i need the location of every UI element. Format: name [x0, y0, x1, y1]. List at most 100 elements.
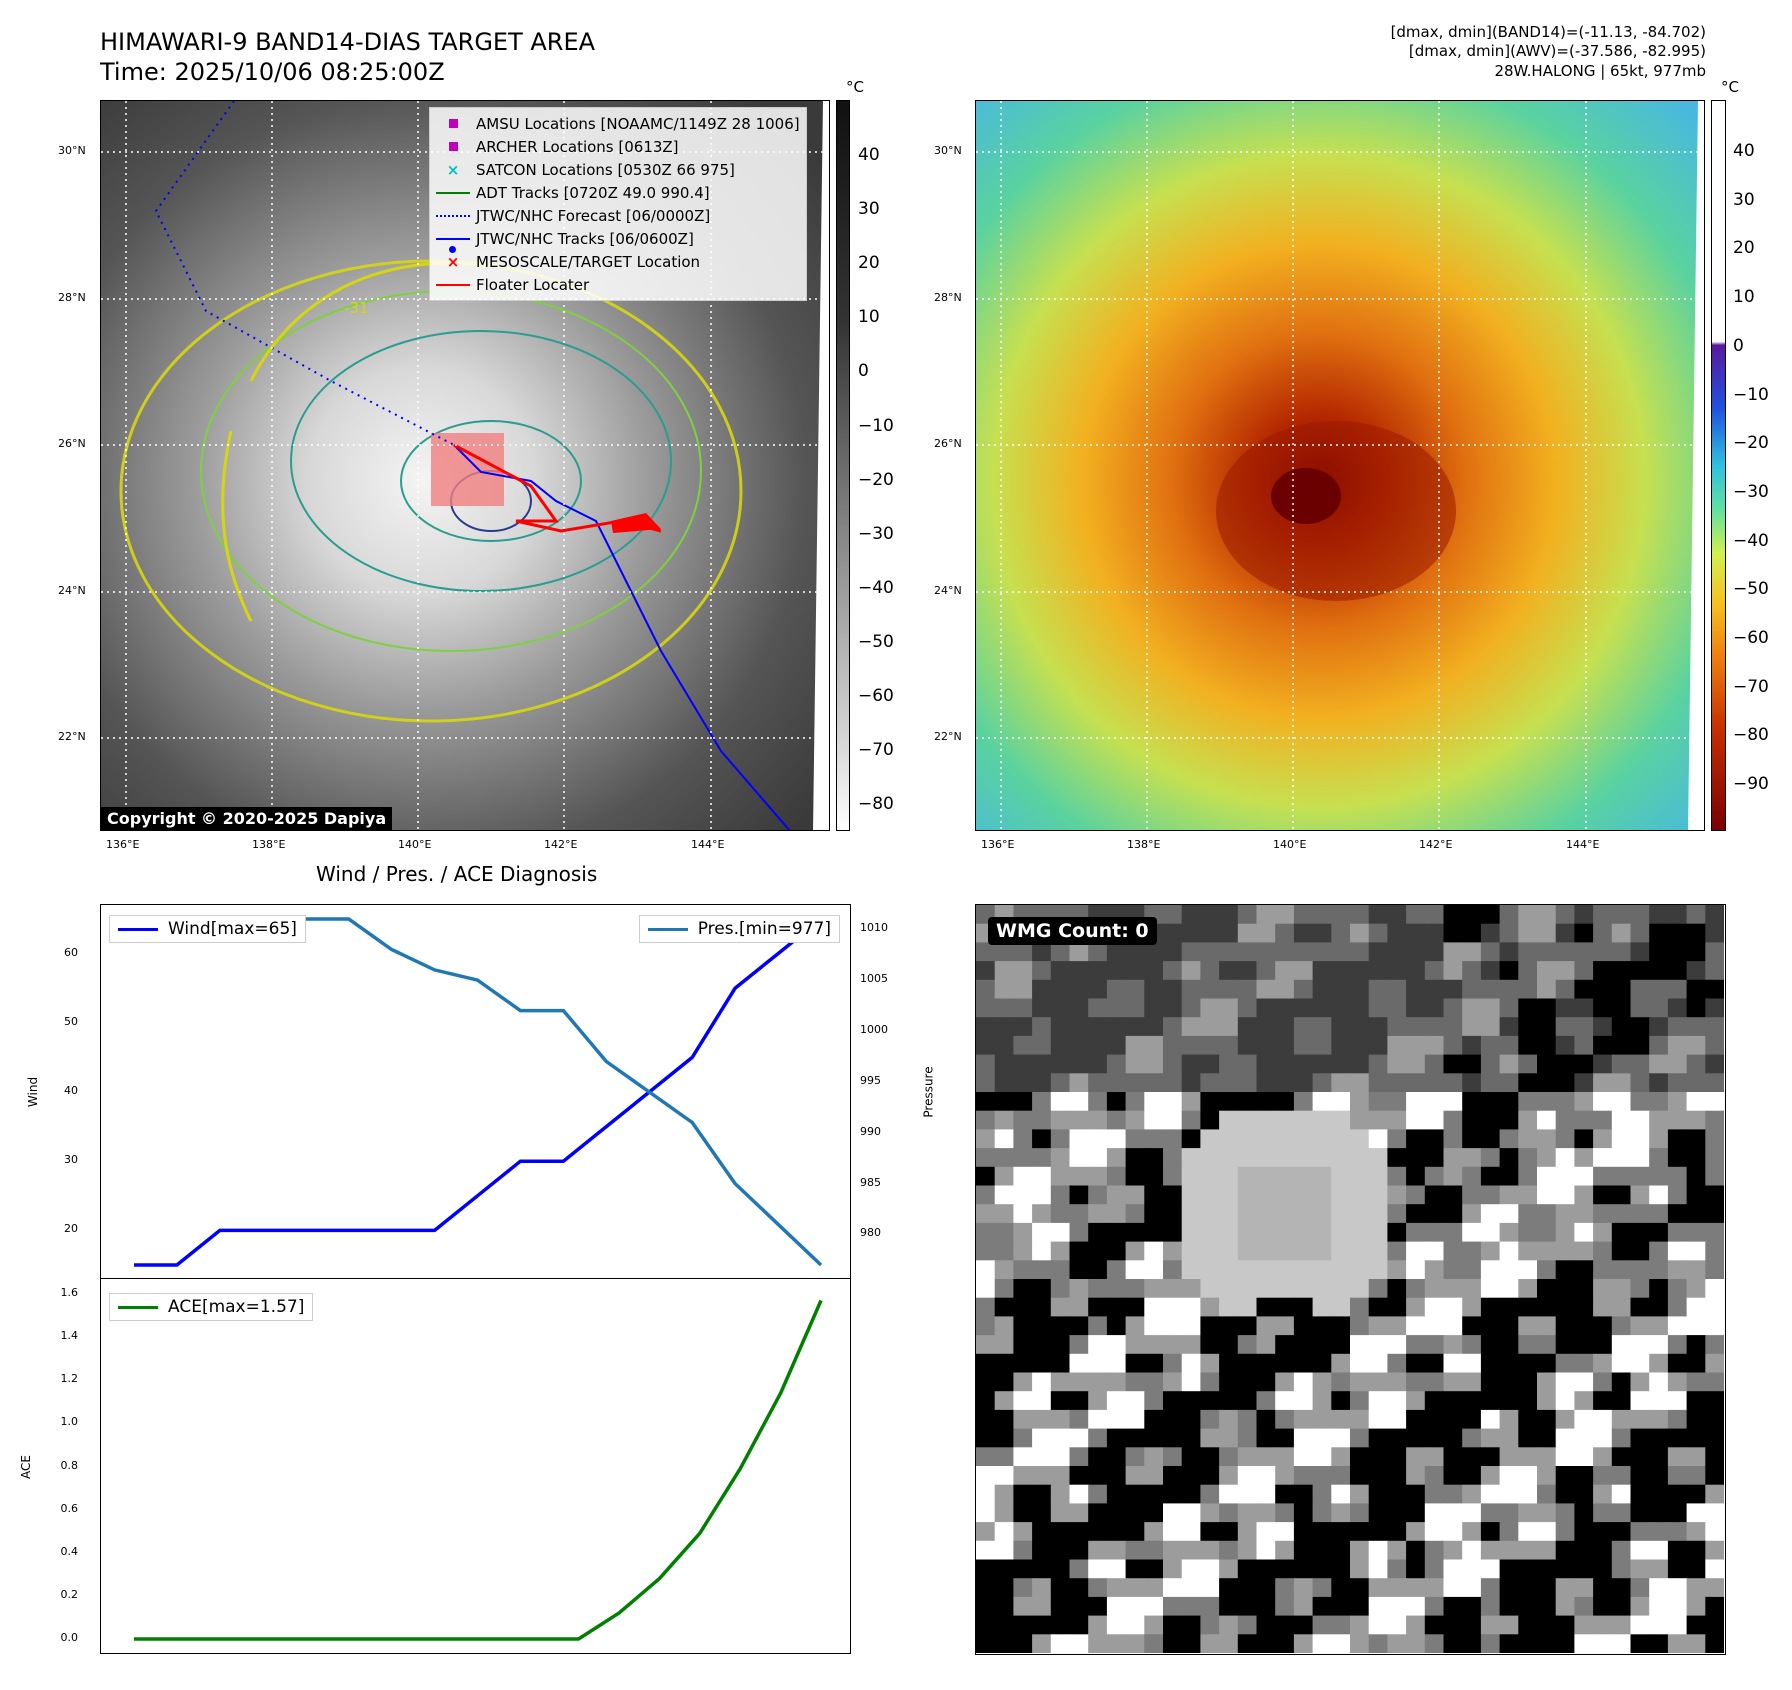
- wind-legend: Wind[max=65]: [109, 915, 306, 943]
- colorbar-left-tick: 40: [858, 145, 880, 165]
- pressure-axis-tick: 980: [860, 1226, 881, 1240]
- ace-axis-tick: 1.0: [60, 1415, 79, 1429]
- awv-lat-label-26: 26°N: [934, 437, 962, 450]
- lon-label-140: 140°E: [398, 838, 432, 851]
- colorbar-right-unit: °C: [1721, 78, 1739, 96]
- lon-label-144: 144°E: [691, 838, 725, 851]
- colorbar-right-tick: 30: [1733, 189, 1755, 210]
- colorbar-left-tick: 20: [858, 253, 880, 274]
- colorbar-left-tick: −50: [858, 631, 894, 652]
- awv-map-image: [976, 101, 1704, 830]
- colorbar-right-tick: −80: [1733, 725, 1769, 746]
- ace-chart: ACE[max=1.57]: [100, 1278, 851, 1654]
- wind-axis-tick: 30: [64, 1153, 78, 1167]
- legend-item-forecast: JTWC/NHC Forecast [06/0000Z]: [436, 204, 800, 227]
- info-line2: [dmax, dmin](AWV)=(-37.586, -82.995): [1408, 42, 1706, 60]
- legend-item-satcon: × SATCON Locations [0530Z 66 975]: [446, 160, 735, 179]
- colorbar-left-tick: −70: [858, 740, 894, 761]
- figure-title-line1: HIMAWARI-9 BAND14-DIAS TARGET AREA: [100, 28, 596, 56]
- info-line1: [dmax, dmin](BAND14)=(-11.13, -84.702): [1390, 23, 1706, 41]
- ace-axis-tick: 0.0: [60, 1631, 79, 1644]
- colorbar-left-tick: −80: [858, 794, 894, 815]
- colorbar-left-tick: 0: [858, 361, 869, 382]
- awv-lon-label-136: 136°E: [981, 838, 1015, 851]
- colorbar-right-tick: −10: [1733, 384, 1769, 405]
- ace-axis-label: ACE: [18, 1455, 33, 1479]
- colorbar-left-tick: −60: [858, 686, 894, 706]
- colorbar-right-tick: 40: [1733, 141, 1755, 161]
- ace-axis-tick: 0.4: [60, 1544, 79, 1558]
- lon-label-142: 142°E: [544, 838, 578, 851]
- figure-title-line2: Time: 2025/10/06 08:25:00Z: [100, 58, 445, 86]
- colorbar-left-tick: 10: [858, 307, 880, 328]
- pressure-series-line: [134, 917, 823, 1267]
- wind-axis-tick: 50: [64, 1014, 78, 1028]
- ace-legend: ACE[max=1.57]: [109, 1293, 314, 1321]
- pressure-axis-tick: 985: [860, 1175, 881, 1189]
- ace-series-line: [134, 1299, 823, 1641]
- legend-item-adt: ADT Tracks [0720Z 49.0 990.4]: [436, 181, 800, 204]
- awv-lon-label-140: 140°E: [1273, 838, 1307, 851]
- info-line3: 28W.HALONG | 65kt, 977mb: [1494, 62, 1706, 80]
- colorbar-left-tick: −10: [858, 415, 894, 436]
- pressure-axis-tick: 990: [860, 1124, 881, 1138]
- awv-lon-label-144: 144°E: [1566, 838, 1600, 851]
- colorbar-right-tick: −30: [1733, 481, 1769, 502]
- pressure-axis-tick: 995: [860, 1073, 881, 1087]
- awv-map-panel: [975, 100, 1705, 831]
- ace-plot: [134, 1299, 823, 1641]
- wind-axis-label: Wind: [26, 1076, 41, 1108]
- awv-lat-label-30: 30°N: [934, 144, 962, 157]
- colorbar-right-tick: 0: [1733, 335, 1744, 356]
- colorbar-left-tick: −30: [858, 523, 894, 544]
- colorbar-right-tick: −60: [1733, 628, 1769, 648]
- colorbar-left-tick: 30: [858, 199, 880, 220]
- colorbar-left-unit: °C: [846, 78, 864, 96]
- legend-item-archer: ARCHER Locations [0613Z]: [436, 135, 800, 158]
- ace-axis-tick: 1.6: [60, 1286, 79, 1299]
- awv-lon-label-138: 138°E: [1127, 838, 1161, 851]
- pressure-axis-tick: 1005: [860, 972, 888, 986]
- colorbar-right-tick: −70: [1733, 676, 1769, 697]
- colorbar-left-tick: −20: [858, 469, 894, 490]
- ir-map-panel: -31 AMSU Locations [NOAAMC/1149Z 28 1006…: [100, 100, 830, 831]
- lat-label-26: 26°N: [58, 437, 86, 450]
- colorbar-right-tick: 20: [1733, 238, 1755, 259]
- lon-label-138: 138°E: [252, 838, 286, 851]
- colorbar-left: [836, 100, 850, 831]
- awv-lat-label-24: 24°N: [934, 584, 962, 597]
- pressure-axis-tick: 1010: [860, 921, 888, 935]
- pressure-axis-label: Pressure: [921, 1066, 936, 1118]
- wmg-panel: WMG Count: 0: [975, 904, 1726, 1655]
- copyright-badge: Copyright © 2020-2025 Dapiya: [101, 807, 393, 830]
- wind-pres-chart: Wind[max=65] Pres.[min=977]: [100, 904, 851, 1279]
- legend-item-mesoscale: × MESOSCALE/TARGET Location: [446, 252, 701, 271]
- ace-axis-tick: 0.6: [60, 1501, 79, 1515]
- ace-axis-tick: 0.2: [60, 1587, 79, 1601]
- map-legend: AMSU Locations [NOAAMC/1149Z 28 1006] AR…: [429, 107, 807, 301]
- colorbar-right: [1711, 100, 1726, 831]
- lat-label-28: 28°N: [58, 291, 86, 304]
- lat-label-24: 24°N: [58, 584, 86, 597]
- pres-legend: Pres.[min=977]: [638, 915, 840, 943]
- legend-item-tracks: JTWC/NHC Tracks [06/0600Z]: [436, 227, 800, 253]
- legend-item-amsu: AMSU Locations [NOAAMC/1149Z 28 1006]: [436, 112, 800, 135]
- colorbar-right-tick: −40: [1733, 530, 1769, 551]
- awv-lon-label-142: 142°E: [1419, 838, 1453, 851]
- wind-axis-tick: 20: [64, 1222, 78, 1236]
- colorbar-right-tick: −20: [1733, 433, 1769, 454]
- wind-series-line: [134, 917, 823, 1267]
- lat-label-22: 22°N: [58, 730, 86, 743]
- diagnosis-title: Wind / Pres. / ACE Diagnosis: [316, 862, 598, 886]
- awv-lat-label-28: 28°N: [934, 291, 962, 304]
- legend-item-floater: Floater Locater: [436, 273, 800, 296]
- wind-pres-plot: [134, 917, 823, 1267]
- lon-label-136: 136°E: [106, 838, 140, 851]
- colorbar-right-tick: −50: [1733, 579, 1769, 600]
- lat-label-30: 30°N: [58, 144, 86, 157]
- ace-axis-tick: 1.4: [60, 1329, 79, 1343]
- contour-label: -31: [344, 299, 369, 317]
- ace-axis-tick: 0.8: [60, 1458, 79, 1472]
- awv-lat-label-22: 22°N: [934, 730, 962, 743]
- pressure-axis-tick: 1000: [860, 1022, 888, 1036]
